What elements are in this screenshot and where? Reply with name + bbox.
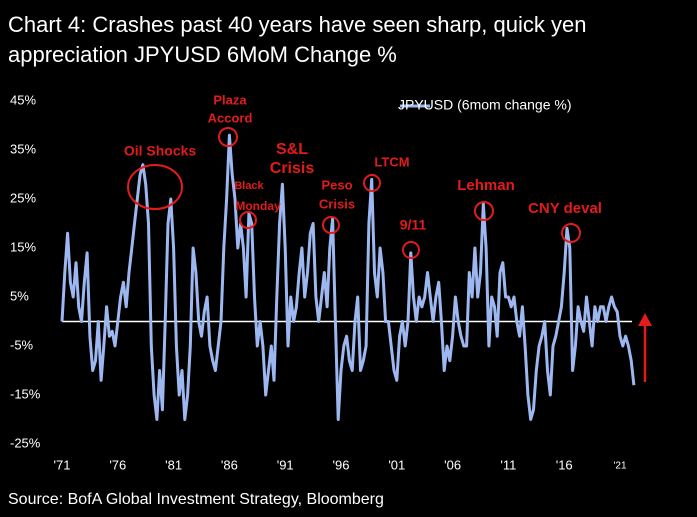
x-tick-label: '21 (613, 461, 626, 472)
annotation: CNY deval (528, 200, 602, 217)
annotation: Peso (321, 177, 352, 192)
x-tick-label: '76 (109, 457, 126, 472)
x-tick-label: '91 (277, 457, 294, 472)
annotation: Black (234, 180, 264, 192)
series-line (60, 133, 636, 421)
annotation: Lehman (457, 177, 515, 194)
annotation-circle (218, 127, 238, 147)
x-tick-label: '16 (556, 457, 573, 472)
x-tick-label: '71 (54, 457, 71, 472)
y-tick-label: 15% (10, 239, 36, 254)
x-tick-label: '06 (444, 457, 461, 472)
annotation-circle (474, 201, 494, 221)
chart-title-line: appreciation JPYUSD 6MoM Change % (8, 42, 397, 67)
annotation: LTCM (374, 154, 409, 169)
y-tick-label: 5% (10, 288, 29, 303)
source: Source: BofA Global Investment Strategy,… (8, 491, 384, 508)
annotation: S&L (276, 141, 308, 158)
annotation: Plaza (213, 92, 247, 107)
annotation: Crisis (319, 196, 355, 211)
y-tick-label: -15% (10, 386, 41, 401)
annotation-circle (322, 216, 340, 234)
annotation: Crisis (270, 160, 315, 177)
annotation: Monday (235, 199, 281, 213)
y-tick-label: 35% (10, 141, 36, 156)
y-tick-label: -5% (10, 337, 34, 352)
x-tick-label: '96 (333, 457, 350, 472)
annotation-circle (239, 211, 257, 229)
legend-label: JPYUSD (6mom change %) (398, 97, 572, 113)
annotation-circle (561, 223, 581, 243)
annotation-circle (402, 241, 420, 259)
x-tick-label: '81 (165, 457, 182, 472)
x-tick-label: '11 (500, 457, 516, 472)
annotation: 9/11 (400, 217, 427, 233)
x-tick-label: '01 (388, 457, 405, 472)
annotation-circle (363, 174, 381, 192)
x-tick-label: '86 (221, 457, 238, 472)
chart-title: Chart 4: Crashes past 40 years have seen… (8, 12, 586, 37)
annotation: Oil Shocks (124, 143, 197, 159)
annotation: Accord (208, 110, 253, 125)
y-tick-label: 45% (10, 92, 36, 107)
y-tick-label: 25% (10, 190, 36, 205)
arrow-head (638, 313, 652, 326)
y-tick-label: -25% (10, 435, 41, 450)
annotation-circle (127, 164, 183, 210)
